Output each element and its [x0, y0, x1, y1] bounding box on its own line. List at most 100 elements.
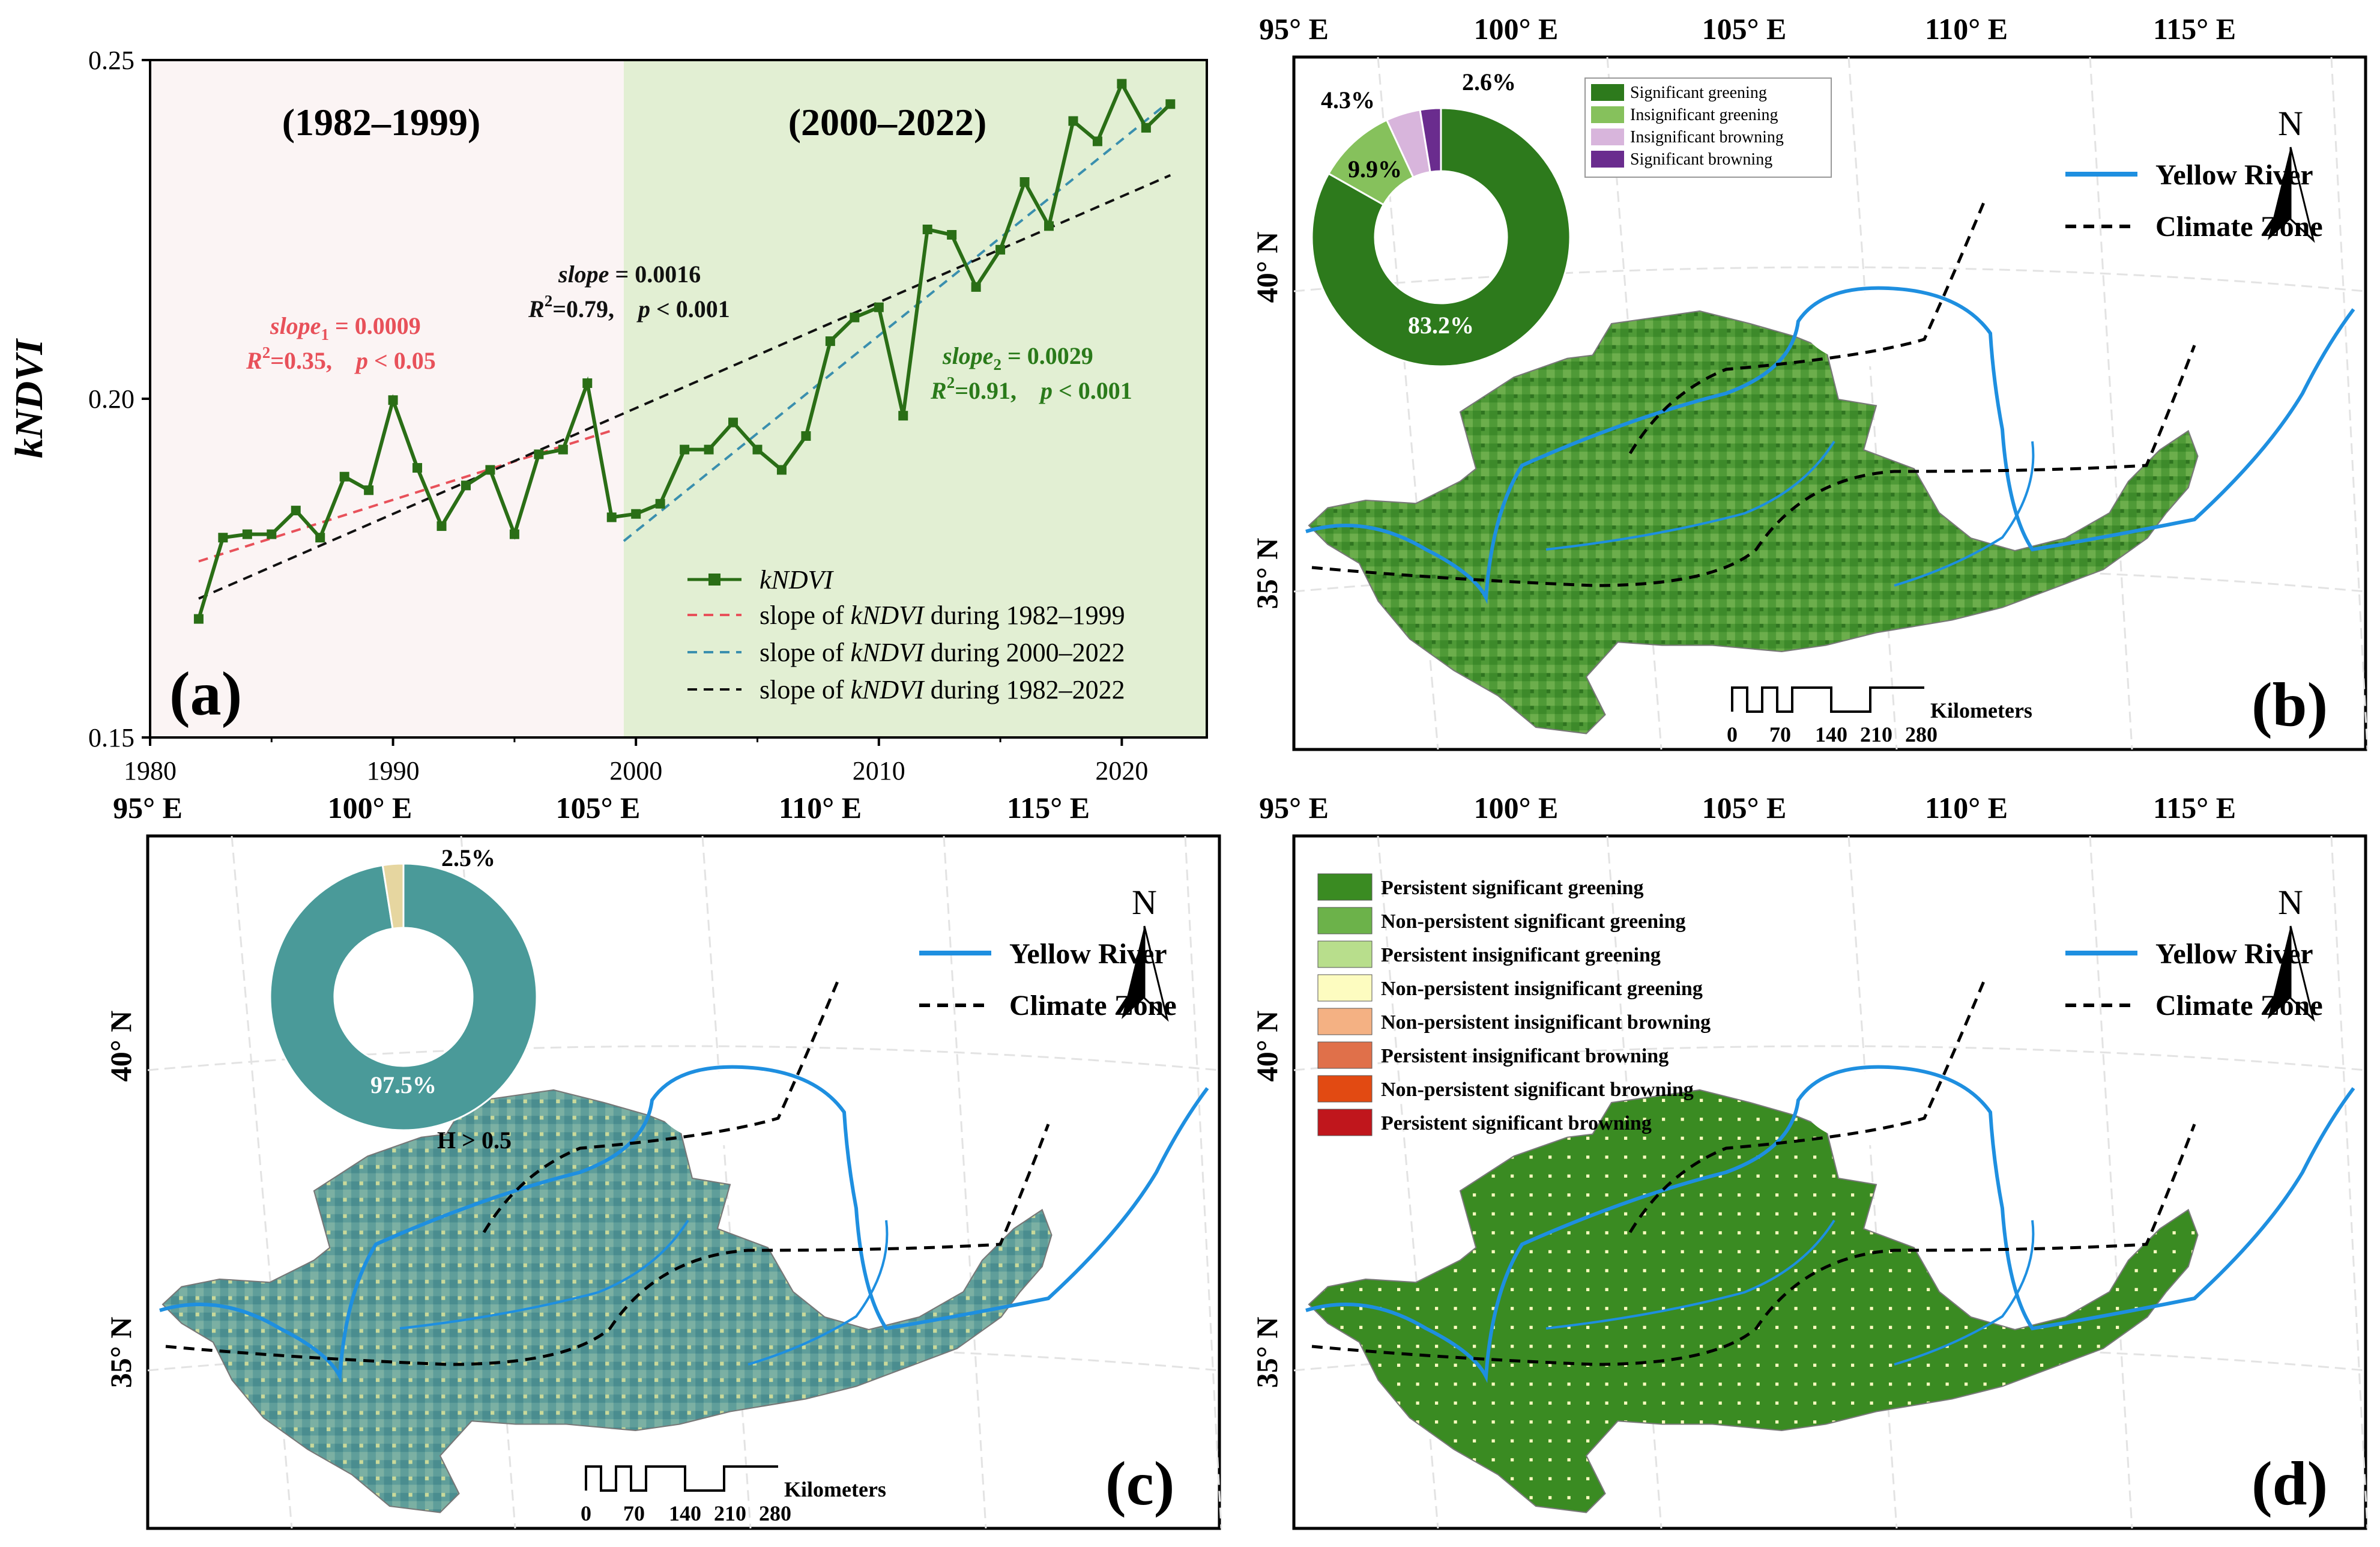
desert-gap [1795, 292, 1990, 369]
legend-d-swatch [1317, 940, 1373, 968]
lon-label: 115° E [2153, 12, 2236, 46]
data-point [776, 465, 787, 475]
panel-b-legend: Significant greening Insignificant greeni… [1584, 77, 1832, 178]
slope2-p: p [1039, 377, 1053, 404]
legend-d-label: Non-persistent significant browning [1381, 1079, 1694, 1101]
x-tick-label: 2020 [1095, 756, 1148, 786]
slope1-sub: 1 [321, 325, 329, 344]
graticule-parallel [1293, 1345, 2366, 1372]
scale-unit-label: Kilometers [784, 1477, 886, 1501]
north-label: N [1132, 883, 1157, 922]
data-point [825, 336, 835, 347]
lon-label: 105° E [1702, 791, 1787, 825]
legend-b-swatch [1591, 106, 1624, 123]
period-1-background [150, 60, 624, 737]
legend-d-label: Non-persistent significant greening [1381, 910, 1685, 933]
lon-label: 100° E [1474, 791, 1559, 825]
panel-d-legend: Persistent significant greening Non-persi… [1317, 873, 1711, 1136]
donut-c-slice [381, 862, 405, 930]
lat-label: 40° N [1250, 1011, 1284, 1082]
data-point [898, 411, 908, 421]
legend-b-label: Significant browning [1630, 150, 1772, 169]
slope-all-p: p [636, 295, 650, 322]
river-tributary [1545, 1219, 1835, 1330]
climate-zone-line [1311, 345, 2196, 587]
y-axis-label: kNDVI [7, 338, 51, 458]
slope2-r2: =0.91, [955, 377, 1016, 404]
legend-series-label: kNDVI [760, 565, 835, 595]
legend-b-label: Insignificant greening [1630, 106, 1778, 124]
x-tick-label: 1990 [367, 756, 420, 786]
data-point [752, 444, 763, 455]
graticule-meridian [2089, 835, 2133, 1529]
yellow-river [159, 1065, 1209, 1384]
y-tick-label: 0.15 [88, 723, 134, 752]
donut-c-label: 2.5% [441, 844, 495, 871]
lon-label: 110° E [1925, 791, 2008, 825]
data-point [801, 431, 811, 441]
climate-zone-line [165, 1124, 1050, 1366]
period-1-label: (1982–1999) [282, 101, 481, 144]
data-point [339, 471, 349, 482]
slope2-sub: 2 [993, 356, 1001, 374]
donut-b-slice [1311, 107, 1571, 368]
river-legend-label: Yellow River [1009, 938, 1167, 970]
scale-unit-label: Kilometers [1930, 698, 2032, 722]
legend-b-box [1584, 77, 1832, 178]
graticule-meridian [2330, 56, 2369, 750]
x-tick-label: 2010 [853, 756, 905, 786]
data-point [874, 302, 884, 312]
data-point [995, 244, 1006, 255]
graticule-meridian [1184, 835, 1222, 1529]
y-tick-label: 0.25 [88, 46, 134, 75]
data-point [461, 480, 471, 491]
data-point [388, 395, 398, 405]
panel-c-map: 95° E 100° E 105° E 110° E 115° E 40° N 35° N N… [104, 791, 1222, 1530]
data-point [485, 465, 495, 475]
graticule-meridian [2089, 56, 2133, 750]
panel-label: (c) [1105, 1449, 1174, 1518]
data-point [242, 529, 252, 539]
data-point [436, 521, 447, 531]
desert-gap [1795, 1071, 1990, 1148]
north-arrow-left [2268, 926, 2291, 1019]
data-point [606, 512, 617, 522]
data-point [631, 509, 641, 519]
lat-label: 40° N [104, 1011, 137, 1082]
panel-b-donut: 83.2% 9.9% 4.3% 2.6% [1311, 68, 1571, 368]
data-point [291, 506, 301, 516]
scale-tick-label: 70 [623, 1501, 645, 1525]
svg-text:R2=0.91,p < 0.001: R2=0.91, p < 0.001 [930, 374, 1132, 404]
period-2-label: (2000–2022) [788, 101, 987, 144]
graticule-parallel [1293, 566, 2366, 593]
slope1-r2: =0.35, [270, 347, 332, 374]
data-point [364, 485, 374, 495]
data-point [850, 312, 860, 322]
graticule-meridian [943, 835, 987, 1529]
panel-label: (b) [2252, 670, 2328, 739]
x-tick-label: 2000 [609, 756, 662, 786]
svg-text:slope2 = 0.0029: slope2 = 0.0029 [942, 342, 1093, 374]
scale-tick-label: 140 [669, 1501, 701, 1525]
data-point [412, 463, 423, 473]
legend-d-swatch [1317, 873, 1373, 901]
lat-label: 40° N [1250, 232, 1284, 303]
slope-all-name: slope [558, 261, 609, 288]
svg-text:slope = 0.0016: slope = 0.0016 [558, 261, 701, 288]
climate-zone-line [1628, 201, 1986, 455]
kndvi-markers [193, 79, 1176, 624]
data-point [1019, 177, 1030, 187]
data-point [193, 614, 204, 624]
yellow-river [1305, 286, 2355, 605]
lon-label: 105° E [556, 791, 641, 825]
climate-legend-label: Climate Zone [2155, 990, 2323, 1022]
donut-b-slice [1419, 107, 1442, 174]
legend-d-label: Persistent insignificant greening [1381, 944, 1661, 966]
scale-tick-label: 0 [1727, 722, 1738, 746]
panel-a-chart: 1980 1990 2000 2010 2020 0.15 0.20 0.25 kNDVI … [7, 46, 1208, 786]
graticule-parallel [147, 1045, 1220, 1071]
data-point [1141, 123, 1151, 133]
panel-label: (d) [2252, 1449, 2328, 1518]
slope2-pval: < 0.001 [1053, 377, 1132, 404]
data-point [315, 533, 325, 543]
